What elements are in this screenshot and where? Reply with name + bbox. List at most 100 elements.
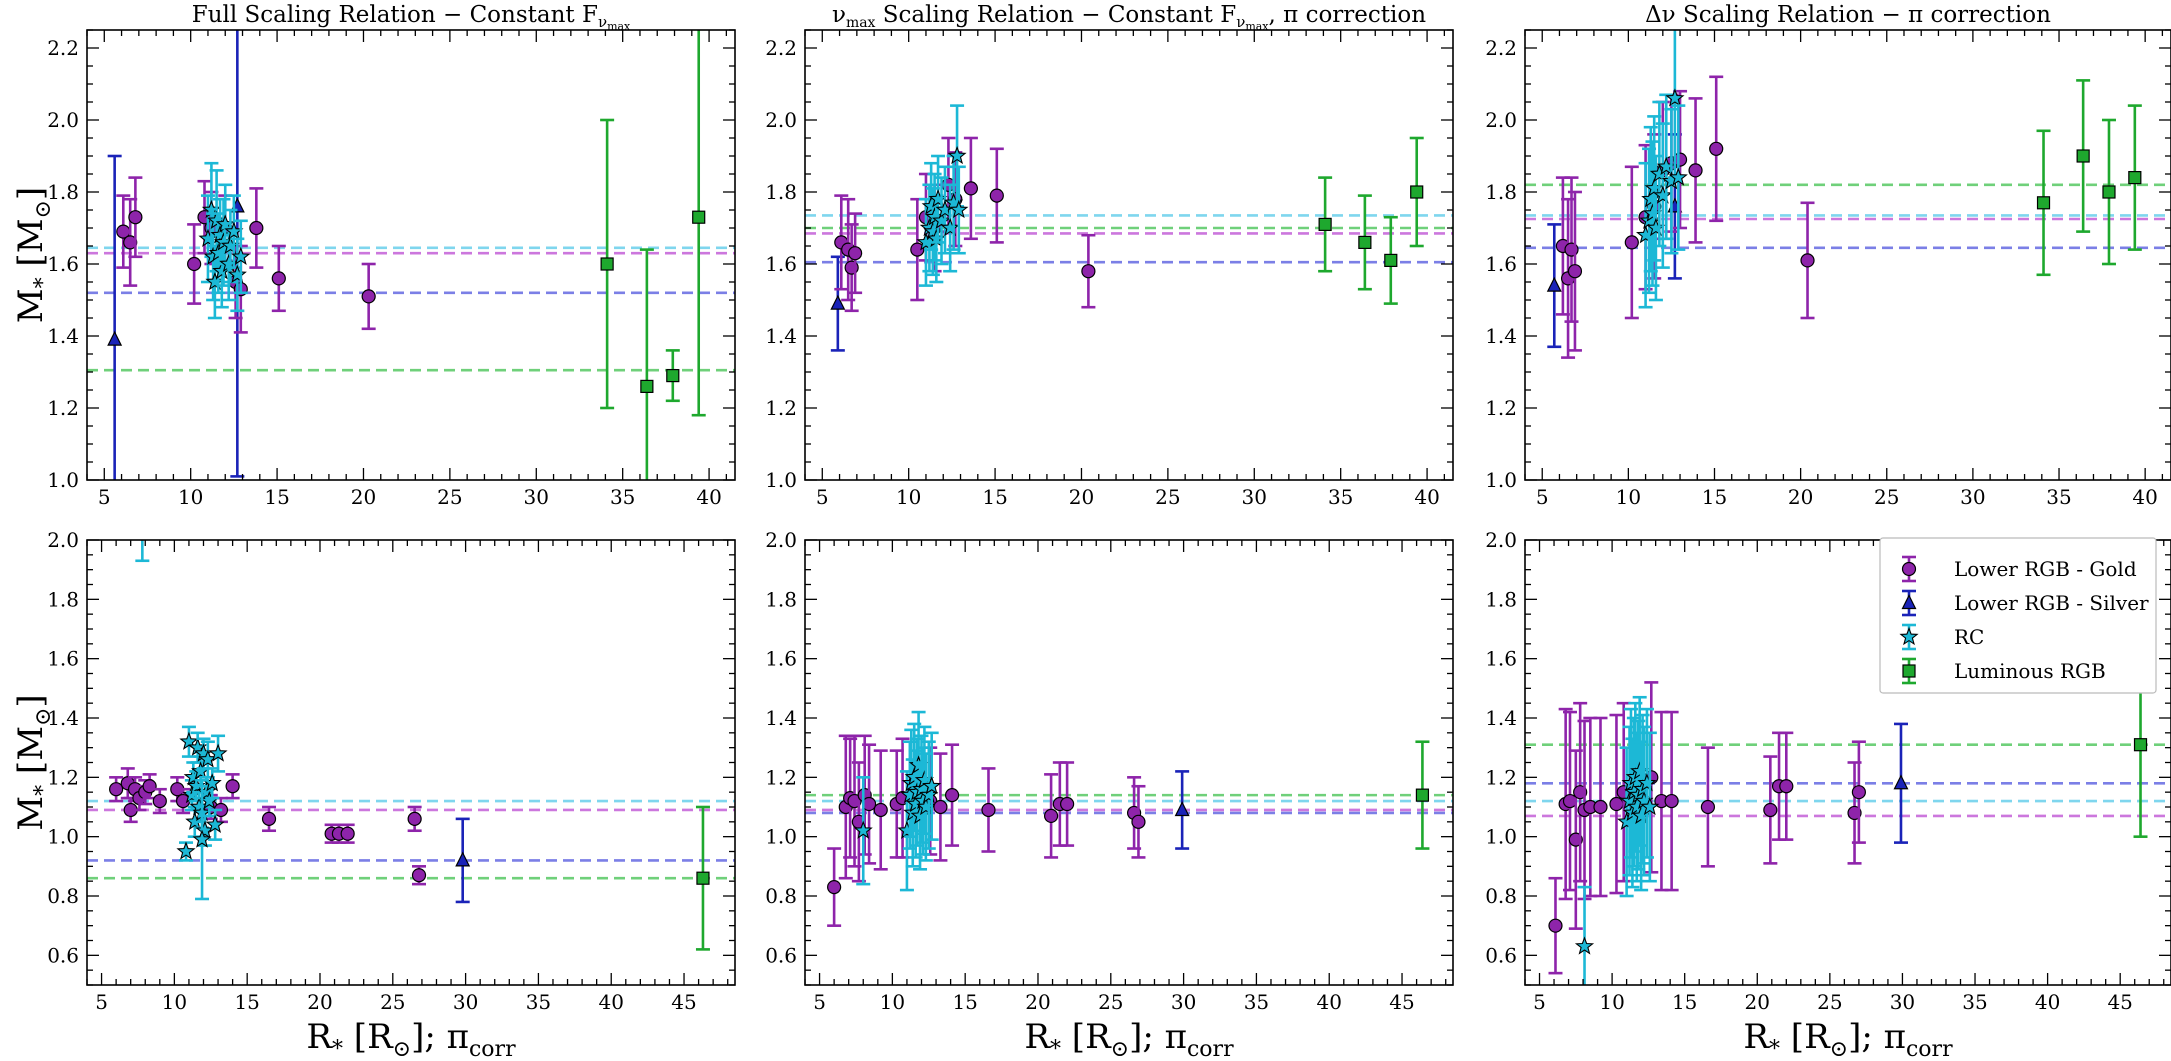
x-tick-label: 45 xyxy=(2107,990,2132,1014)
data-point-lum xyxy=(2102,185,2116,199)
panel-6: 5 10 15 20 25 30 35 40 45 0.6 0.8 1.0 1.2 1.4 1.6 1.8 2.… xyxy=(1485,528,2171,1061)
data-point-lum xyxy=(2036,196,2051,210)
data-point-lum xyxy=(696,871,710,885)
x-tick-label: 5 xyxy=(95,990,108,1014)
data-point-gold xyxy=(1081,264,1096,279)
y-tick-label: 1.2 xyxy=(1485,765,1517,789)
data-point-lum xyxy=(1318,217,1332,231)
x-tick-label: 45 xyxy=(1389,990,1414,1014)
x-tick-label: 5 xyxy=(98,485,111,509)
y-tick-label: 1.4 xyxy=(1485,324,1517,348)
y-tick-label: 1.2 xyxy=(1485,396,1517,420)
y-tick-label: 1.6 xyxy=(47,647,79,671)
data-point-lum xyxy=(600,257,614,271)
data-point-gold xyxy=(361,289,376,304)
x-tick-label: 35 xyxy=(610,485,635,509)
y-tick-label: 2.0 xyxy=(47,108,79,132)
data-points xyxy=(830,104,1424,352)
data-point-silver xyxy=(830,294,846,310)
data-point-gold xyxy=(848,246,863,261)
y-tick-label: 1.8 xyxy=(765,587,797,611)
data-point-silver xyxy=(1174,801,1190,817)
y-tick-label: 0.6 xyxy=(47,943,79,967)
data-point-lum xyxy=(640,379,654,393)
x-tick-label: 35 xyxy=(1328,485,1353,509)
data-point-silver xyxy=(107,330,123,346)
y-tick-label: 1.0 xyxy=(47,468,79,492)
data-point-gold xyxy=(340,826,355,841)
x-tick-label: 25 xyxy=(437,485,462,509)
data-point-rc xyxy=(949,199,969,219)
y-tick-label: 0.6 xyxy=(1485,943,1517,967)
data-point-lum xyxy=(1358,235,1372,249)
x-tick-label: 25 xyxy=(1874,485,1899,509)
data-point-gold xyxy=(1672,152,1688,167)
x-tick-label: 30 xyxy=(1890,990,1915,1014)
data-point-gold xyxy=(873,802,888,818)
panel-title: Δν Scaling Relation − π correction xyxy=(1645,2,2051,28)
data-point-lum xyxy=(692,210,706,224)
x-tick-label: 40 xyxy=(598,990,623,1014)
data-point-gold xyxy=(1567,264,1583,279)
data-point-gold xyxy=(1593,799,1608,815)
data-point-rc xyxy=(179,731,199,750)
x-tick-label: 5 xyxy=(1533,990,1546,1014)
data-point-rc xyxy=(947,145,967,165)
data-point-gold xyxy=(989,188,1004,203)
data-point-gold xyxy=(944,788,960,803)
data-point-gold xyxy=(1763,802,1778,818)
y-tick-label: 2.0 xyxy=(1485,108,1517,132)
data-point-silver xyxy=(1893,774,1909,790)
data-point-gold xyxy=(249,220,264,236)
x-tick-label: 10 xyxy=(1616,485,1641,509)
y-tick-label: 1.6 xyxy=(765,252,797,276)
y-tick-label: 2.2 xyxy=(765,36,797,60)
data-point-rc xyxy=(940,217,960,237)
data-points xyxy=(1548,651,2148,985)
legend-label: RC xyxy=(1954,625,1984,649)
data-points xyxy=(827,710,1430,927)
data-point-gold xyxy=(128,210,143,225)
y-tick-label: 2.2 xyxy=(47,36,79,60)
y-tick-label: 1.6 xyxy=(1485,252,1517,276)
data-point-gold xyxy=(910,242,925,257)
legend-marker-lum xyxy=(1902,664,1916,678)
legend-frame xyxy=(1879,537,2157,694)
x-tick-label: 15 xyxy=(1672,990,1697,1014)
data-point-rc xyxy=(231,246,251,265)
y-tick-label: 1.0 xyxy=(1485,468,1517,492)
data-point-rc xyxy=(1653,185,1673,204)
data-point-gold xyxy=(407,811,422,826)
x-tick-label: 15 xyxy=(264,485,289,509)
x-tick-label: 35 xyxy=(2046,485,2071,509)
data-point-rc xyxy=(1574,936,1595,955)
x-tick-label: 20 xyxy=(1745,990,1770,1014)
panel-title: νmax Scaling Relation − Constant Fνmax, … xyxy=(832,2,1426,33)
x-tick-label: 15 xyxy=(952,990,977,1014)
y-tick-label: 1.8 xyxy=(1485,587,1517,611)
y-tick-label: 1.4 xyxy=(765,324,797,348)
y-tick-label: 1.4 xyxy=(47,324,79,348)
x-tick-label: 10 xyxy=(1599,990,1624,1014)
data-point-rc xyxy=(922,776,942,795)
data-point-gold xyxy=(1779,779,1794,794)
legend-item-gold: Lower RGB - Gold xyxy=(1901,555,2137,583)
panel-title: Full Scaling Relation − Constant Fνmax xyxy=(192,2,631,33)
x-tick-label: 40 xyxy=(2132,485,2157,509)
y-tick-label: 1.8 xyxy=(765,180,797,204)
x-tick-label: 25 xyxy=(1098,990,1123,1014)
x-tick-label: 20 xyxy=(1788,485,1813,509)
data-points xyxy=(109,540,710,951)
x-tick-label: 15 xyxy=(1702,485,1727,509)
mean-lines xyxy=(805,214,1453,264)
data-point-lum xyxy=(2128,171,2142,185)
x-tick-label: 20 xyxy=(351,485,376,509)
data-points xyxy=(107,30,706,480)
x-tick-label: 40 xyxy=(696,485,721,509)
tick-marks xyxy=(804,539,1453,986)
x-tick-label: 5 xyxy=(1536,485,1549,509)
y-tick-label: 1.6 xyxy=(1485,647,1517,671)
data-point-rc xyxy=(1668,167,1688,186)
